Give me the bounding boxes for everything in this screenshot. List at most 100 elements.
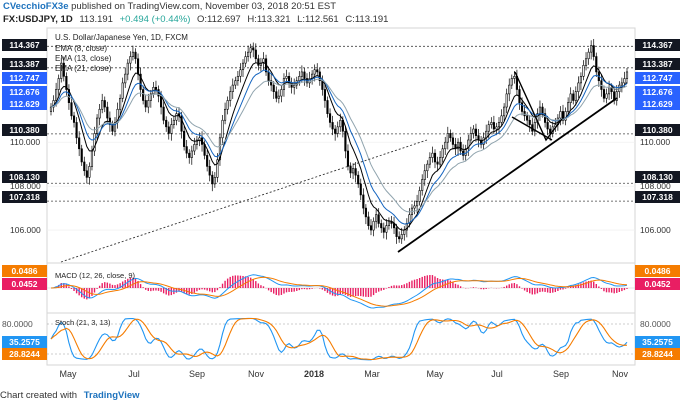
footer: Chart created with TradingView [0, 388, 140, 403]
right-level-badge: 112.747 [642, 73, 673, 83]
left-level-badge: 108.130 [9, 172, 40, 182]
candle-body [170, 124, 173, 134]
legend-ema8: EMA (8, close) [55, 44, 107, 53]
left-macd-badge-bg [2, 278, 47, 290]
y-tick-label: 110.000 [640, 137, 670, 147]
candle-series [49, 38, 629, 244]
candle-body [303, 71, 306, 79]
candle-body [487, 124, 490, 132]
candle-body [608, 86, 611, 95]
candle-body [398, 236, 401, 240]
stoch-tick-label: 80.0000 [640, 319, 671, 329]
candle-body [503, 106, 506, 117]
candle-body [277, 95, 280, 99]
left-level-badge-bg [2, 86, 47, 98]
x-tick-label: Nov [612, 369, 629, 379]
right-macd-badge-bg [635, 278, 680, 290]
left-level-badge: 114.367 [9, 40, 40, 50]
x-tick-label: 2018 [304, 369, 324, 379]
candle-body [336, 126, 339, 134]
candle-body [160, 95, 163, 108]
right-level-badge-bg [635, 171, 680, 183]
y-tick-label: 106.000 [640, 225, 671, 235]
candle-body [134, 51, 137, 60]
candle-body [72, 115, 76, 123]
stoch-pane[interactable] [46, 312, 636, 366]
candle-body [492, 122, 495, 130]
candle-body [451, 137, 454, 145]
y-tick-label-left: 110.000 [10, 137, 40, 147]
candle-body [167, 126, 170, 134]
last-price: 113.191 [79, 14, 113, 25]
x-tick-label: May [426, 369, 444, 379]
time-axis[interactable]: May Jul Sep Nov 2018 Mar May Jul Sep Nov [59, 369, 628, 379]
ema-21-line [50, 78, 628, 213]
open-value: O:112.697 [197, 14, 241, 25]
candle-body [275, 91, 278, 99]
candle-body [472, 128, 475, 134]
x-tick-label: Nov [248, 369, 265, 379]
candle-body [313, 69, 316, 75]
candle-body [175, 113, 178, 121]
horizontal-levels [47, 45, 635, 202]
candle-body [449, 133, 452, 139]
candle-body [119, 97, 122, 110]
left-level-badge-bg [2, 124, 47, 136]
left-level-badge-bg [2, 72, 47, 84]
candle-body [144, 100, 147, 108]
candle-body [247, 51, 250, 57]
candle-body [193, 144, 196, 152]
candle-body [377, 214, 380, 224]
candle-body [623, 78, 626, 84]
candle-body [431, 152, 434, 158]
candle-body [142, 89, 145, 101]
legend-title: U.S. Dollar/Japanese Yen, 1D, FXCM [55, 33, 188, 42]
candle-body [293, 84, 296, 88]
candle-body [352, 168, 355, 174]
candle-body [129, 56, 132, 64]
right-macd-badge-bg [635, 265, 680, 277]
candle-body [90, 150, 94, 167]
ema-lines [50, 61, 628, 231]
published-text: published on TradingView.com, November 0… [71, 1, 337, 12]
right-macd-badge: 0.0486 [645, 266, 671, 276]
wedge-lower-line [511, 116, 553, 141]
candle-body [257, 58, 260, 66]
candle-body [526, 115, 529, 121]
left-stoch-badge: 35.2575 [9, 337, 40, 347]
candle-body [308, 78, 311, 84]
candle-body [403, 229, 406, 235]
candle-body [254, 49, 257, 60]
candle-body [584, 58, 588, 66]
candle-body [211, 174, 214, 185]
candle-body [441, 148, 444, 158]
candle-body [213, 177, 216, 185]
chart-canvas[interactable]: 110.000 110.000 108.000 108.000 106.000 106.0… [0, 0, 680, 388]
candle-body [218, 137, 222, 161]
candle-body [208, 166, 211, 176]
candle-body [357, 174, 360, 185]
candle-body [206, 155, 209, 167]
candle-body [103, 100, 106, 108]
right-level-badge: 112.676 [642, 87, 673, 97]
candle-body [195, 139, 198, 145]
tradingview-logo[interactable]: TradingView [83, 390, 140, 401]
stoch-label: Stoch (21, 3, 13) [55, 318, 111, 327]
right-level-badge-bg [635, 86, 680, 98]
candle-body [126, 62, 129, 75]
left-stoch-badge-bg [2, 348, 47, 360]
author-link[interactable]: CVecchioFX3e [3, 1, 69, 12]
candle-body [70, 102, 73, 117]
candle-body [80, 148, 83, 163]
left-level-badge: 110.380 [9, 125, 40, 135]
candle-body [500, 115, 503, 123]
symbol-label: FX:USDJPY, 1D [3, 14, 73, 25]
candle-body [372, 220, 375, 231]
candle-body [569, 93, 572, 103]
candle-body [359, 183, 362, 196]
candle-body [285, 76, 288, 79]
candle-body [96, 117, 99, 134]
candle-body [139, 73, 142, 90]
legend-ema13: EMA (13, close) [55, 54, 112, 63]
signal-line [50, 276, 628, 307]
